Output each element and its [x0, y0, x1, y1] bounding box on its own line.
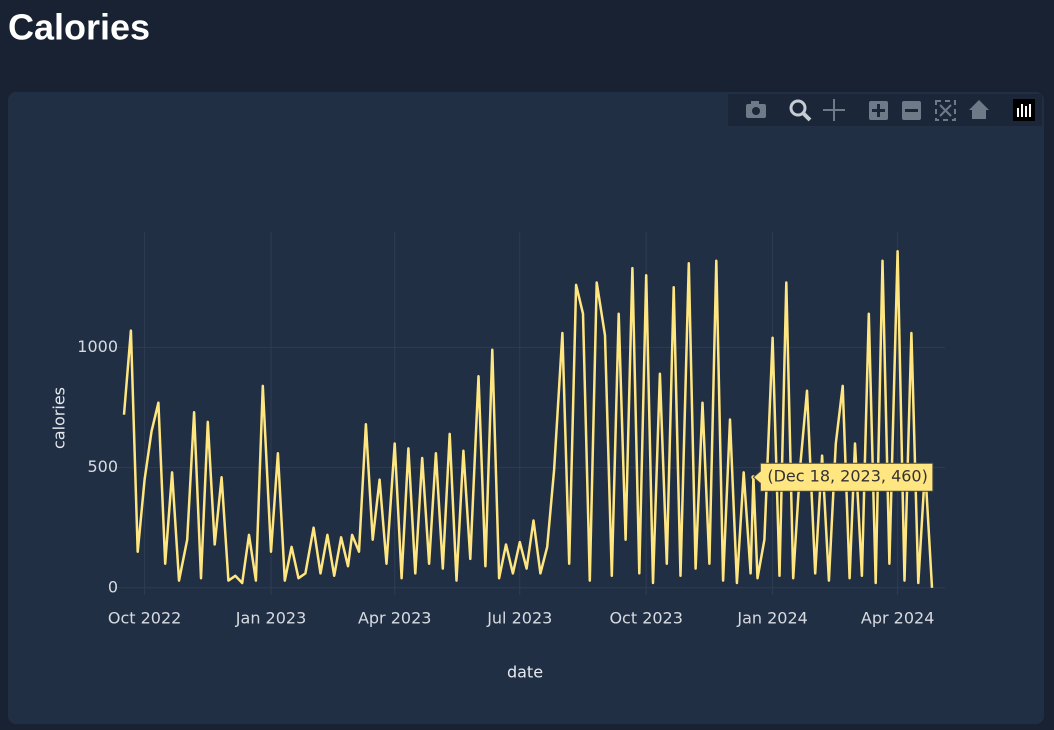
zoom-out-button[interactable]: [902, 101, 921, 120]
x-tick-label: Oct 2023: [609, 609, 682, 628]
zoom-button[interactable]: [789, 99, 812, 122]
x-tick-label: Apr 2023: [358, 609, 431, 628]
tooltip-box: [752, 462, 934, 492]
page-title: Calories: [8, 7, 150, 48]
x-axis-title: date: [507, 663, 543, 682]
modebar: [728, 94, 1042, 126]
x-tick-label: Jan 2023: [235, 609, 306, 628]
y-tick-label: 500: [87, 457, 118, 476]
camera-button[interactable]: [746, 101, 766, 118]
x-tick-label: Oct 2022: [108, 609, 181, 628]
pan-button[interactable]: [823, 99, 845, 121]
y-tick-label: 1000: [77, 337, 118, 356]
data-line: [122, 249, 934, 588]
y-axis-title: calories: [50, 387, 69, 449]
zoom-in-button[interactable]: [869, 101, 888, 120]
autoscale-button[interactable]: [935, 100, 956, 121]
tooltip-label: (Dec 18, 2023, 460): [767, 467, 928, 486]
chart-card: [8, 92, 1044, 724]
x-tick-label: Apr 2024: [861, 609, 934, 628]
y-tick-label: 0: [108, 577, 118, 596]
x-tick-label: Jul 2023: [486, 609, 552, 628]
plotly-logo[interactable]: [1013, 99, 1035, 121]
x-tick-label: Jan 2024: [736, 609, 807, 628]
reset-button[interactable]: [969, 100, 989, 119]
hover-tooltip: (Dec 18, 2023, 460): [751, 462, 934, 492]
